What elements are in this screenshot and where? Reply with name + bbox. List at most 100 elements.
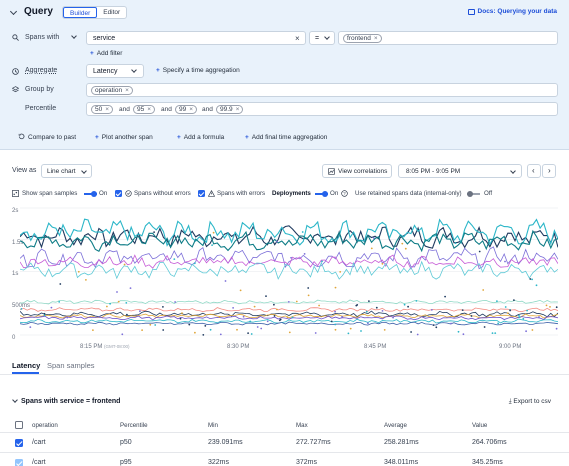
span-sample-dot xyxy=(232,307,235,309)
span-sample-dot xyxy=(462,333,465,336)
row-checkbox[interactable] xyxy=(15,459,23,466)
retained-spans-toggle[interactable] xyxy=(467,190,480,197)
series-line xyxy=(20,321,558,326)
span-sample-dot xyxy=(318,304,320,307)
spans-with-chevron-icon[interactable] xyxy=(71,33,77,39)
retained-off-label: Off xyxy=(484,190,493,197)
column-header[interactable]: Percentile xyxy=(120,422,148,429)
column-header[interactable]: operation xyxy=(32,422,58,429)
span-sample-dot xyxy=(154,324,157,326)
span-sample-dot xyxy=(529,278,532,280)
column-header[interactable]: Value xyxy=(472,422,488,429)
span-sample-dot xyxy=(478,250,481,253)
view-correlations-button[interactable]: View correlations xyxy=(322,164,392,178)
span-sample-dot xyxy=(162,329,165,331)
series-line xyxy=(20,229,558,253)
remove-chip-icon[interactable]: × xyxy=(125,87,129,94)
span-sample-dot xyxy=(531,329,534,331)
remove-chip-icon[interactable]: × xyxy=(105,106,110,113)
spans-without-errors-checkbox[interactable] xyxy=(115,190,122,197)
add-formula-button[interactable]: + Add a formula xyxy=(177,134,225,141)
span-sample-dot xyxy=(381,310,384,312)
span-sample-dot xyxy=(149,323,152,326)
spans-with-errors-checkbox[interactable] xyxy=(198,190,205,197)
tab-divider xyxy=(0,374,569,375)
compare-to-past-button[interactable]: Compare to past xyxy=(28,134,77,141)
tab-latency[interactable]: Latency xyxy=(12,361,41,370)
operator-select[interactable]: = xyxy=(309,31,335,45)
tab-span-samples[interactable]: Span samples xyxy=(47,361,95,370)
check-circle-icon xyxy=(125,190,132,197)
aggregate-select[interactable]: Latency xyxy=(86,64,144,78)
docs-link[interactable]: Docs: Querying your data xyxy=(467,8,557,15)
row-checkbox[interactable] xyxy=(15,439,23,447)
span-sample-dot xyxy=(98,316,101,318)
span-sample-dot xyxy=(218,316,221,318)
retained-spans-label: Use retained spans data (internal-only) xyxy=(355,190,462,197)
column-header[interactable]: Min xyxy=(208,422,218,429)
span-sample-dot xyxy=(334,323,337,326)
remove-chip-icon[interactable]: × xyxy=(189,106,194,113)
span-sample-dot xyxy=(347,332,350,335)
latency-line-chart[interactable] xyxy=(20,205,558,341)
group-by-input[interactable]: operation × xyxy=(86,83,558,97)
span-sample-dot xyxy=(173,258,176,260)
value-input[interactable]: frontend × xyxy=(338,31,558,45)
span-sample-dot xyxy=(291,316,294,319)
span-sample-dot xyxy=(341,315,343,318)
plot-another-span-button[interactable]: + Plot another span xyxy=(95,134,153,141)
span-sample-dot xyxy=(58,301,61,303)
span-sample-dot xyxy=(301,231,304,233)
plus-icon: + xyxy=(245,134,249,141)
span-samples-on-label: On xyxy=(99,190,108,197)
percentile-input[interactable]: 50 × and 95 × and 99 × and 99.9 × xyxy=(86,102,558,116)
add-final-aggregation-button[interactable]: + Add final time aggregation xyxy=(245,134,328,141)
deployments-toggle[interactable] xyxy=(315,190,328,197)
select-all-checkbox[interactable] xyxy=(15,421,23,429)
table-row[interactable]: /cart p95 322ms 372ms 348.011ms 345.25ms xyxy=(0,453,569,466)
query-panel: Query Builder Editor Docs: Querying your… xyxy=(0,0,569,150)
span-sample-dot xyxy=(126,313,128,316)
span-sample-dot xyxy=(401,242,404,245)
remove-chip-icon[interactable]: × xyxy=(373,35,378,42)
collapse-chevron-icon[interactable] xyxy=(9,7,18,16)
span-sample-dot xyxy=(496,300,498,302)
time-prev-button[interactable]: ‹ xyxy=(527,164,541,178)
time-next-button[interactable]: › xyxy=(542,164,556,178)
chart-type-select[interactable]: Line chart xyxy=(41,164,92,178)
span-sample-dot xyxy=(334,286,337,289)
span-sample-dot xyxy=(461,309,464,311)
section-chevron-icon[interactable] xyxy=(12,397,18,403)
span-sample-dot xyxy=(392,316,394,319)
add-filter-button[interactable]: + Add filter xyxy=(90,50,123,57)
time-range-select[interactable]: 8:05 PM - 9:05 PM xyxy=(398,164,522,178)
builder-tab[interactable]: Builder xyxy=(63,7,98,18)
span-samples-toggle[interactable] xyxy=(84,190,97,197)
span-sample-dot xyxy=(66,316,69,319)
help-icon[interactable]: ? xyxy=(341,190,348,197)
span-sample-dot xyxy=(204,325,207,327)
span-sample-dot xyxy=(518,314,520,317)
attribute-input[interactable]: service × xyxy=(86,31,306,45)
span-sample-dot xyxy=(545,304,548,307)
editor-tab[interactable]: Editor xyxy=(103,9,121,16)
column-header[interactable]: Average xyxy=(384,422,407,429)
percentile-chip: 99 × xyxy=(175,105,198,114)
remove-chip-icon[interactable]: × xyxy=(147,106,152,113)
export-csv-button[interactable]: ⤓ Export to csv xyxy=(508,398,551,405)
clear-attribute-icon[interactable]: × xyxy=(295,34,300,43)
column-header[interactable]: Max xyxy=(296,422,308,429)
span-sample-dot xyxy=(129,287,132,289)
table-row[interactable]: /cart p50 239.091ms 272.727ms 258.281ms … xyxy=(0,433,569,453)
aggregate-chevron-icon xyxy=(131,67,137,73)
show-span-samples-label: Show span samples xyxy=(22,190,78,197)
series-line xyxy=(20,307,558,313)
span-sample-dot xyxy=(212,231,215,234)
clock-icon xyxy=(12,68,19,75)
time-range-chevron-icon xyxy=(510,168,516,174)
remove-chip-icon[interactable]: × xyxy=(235,106,240,113)
span-sample-dot xyxy=(381,262,384,265)
spans-with-errors-label: Spans with errors xyxy=(217,190,266,197)
span-sample-dot xyxy=(339,271,342,273)
time-aggregation-button[interactable]: + Specify a time aggregation xyxy=(156,67,240,74)
